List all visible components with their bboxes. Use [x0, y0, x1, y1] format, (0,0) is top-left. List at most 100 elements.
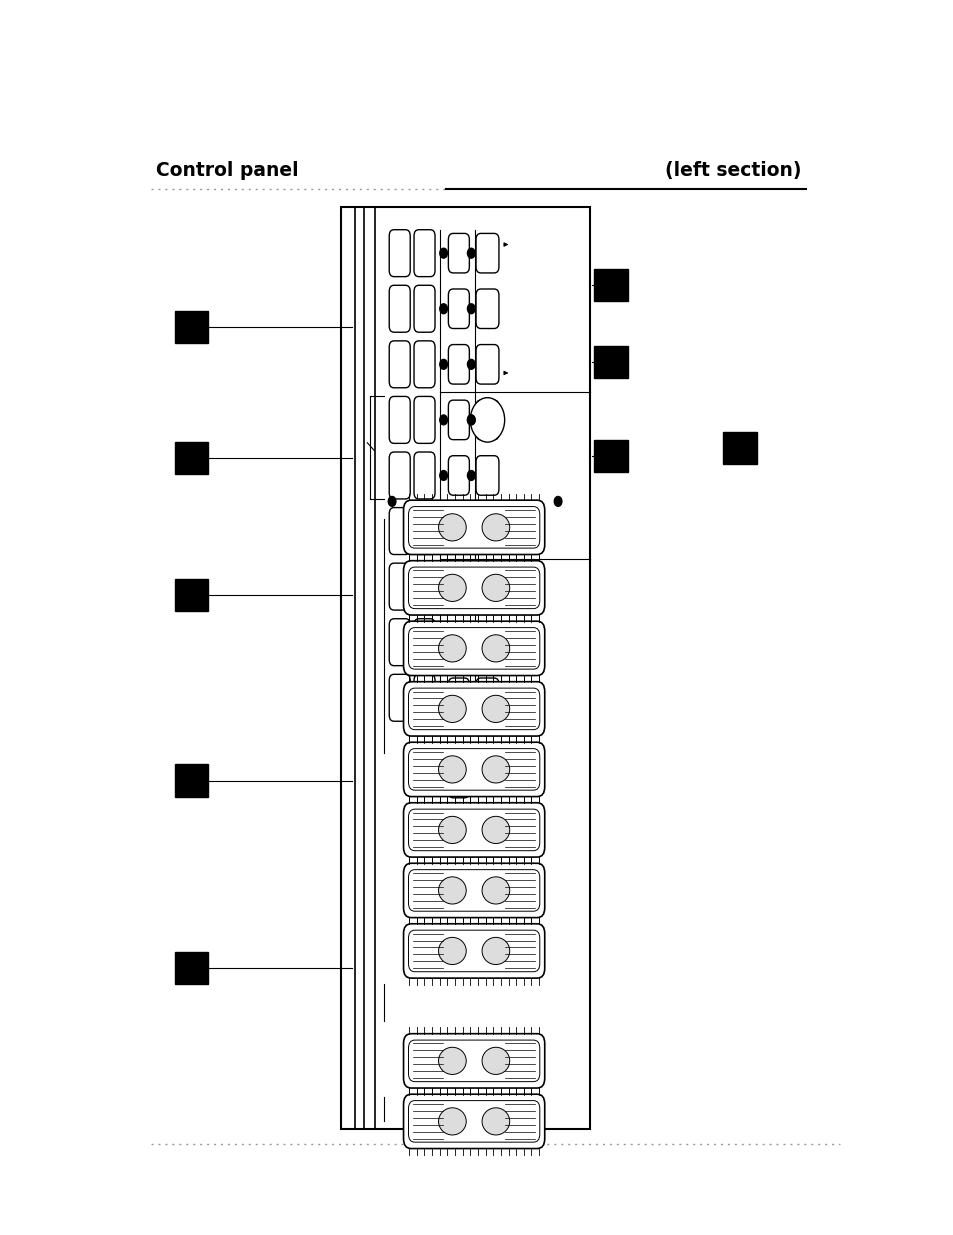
FancyBboxPatch shape — [414, 285, 435, 332]
Circle shape — [467, 304, 475, 314]
Circle shape — [439, 248, 447, 258]
FancyBboxPatch shape — [389, 508, 410, 555]
FancyBboxPatch shape — [403, 924, 544, 978]
Circle shape — [439, 471, 447, 480]
FancyBboxPatch shape — [448, 400, 469, 440]
FancyBboxPatch shape — [403, 621, 544, 676]
Ellipse shape — [438, 1047, 466, 1074]
FancyBboxPatch shape — [476, 345, 498, 384]
Ellipse shape — [481, 1047, 509, 1074]
FancyBboxPatch shape — [476, 567, 498, 606]
FancyBboxPatch shape — [408, 930, 539, 972]
FancyBboxPatch shape — [476, 456, 498, 495]
FancyBboxPatch shape — [448, 622, 469, 662]
FancyBboxPatch shape — [414, 508, 435, 555]
FancyBboxPatch shape — [403, 500, 544, 555]
FancyBboxPatch shape — [448, 233, 469, 273]
Bar — [340, 207, 589, 1129]
Ellipse shape — [438, 1108, 466, 1135]
Bar — [174, 442, 208, 474]
Circle shape — [439, 582, 447, 592]
Bar — [174, 311, 208, 343]
Circle shape — [439, 693, 447, 703]
FancyBboxPatch shape — [476, 678, 498, 718]
FancyBboxPatch shape — [403, 1094, 544, 1149]
Bar — [174, 952, 208, 984]
FancyBboxPatch shape — [448, 758, 469, 798]
Circle shape — [467, 582, 475, 592]
FancyBboxPatch shape — [408, 748, 539, 790]
FancyBboxPatch shape — [408, 1100, 539, 1142]
FancyBboxPatch shape — [408, 1040, 539, 1082]
Circle shape — [554, 496, 561, 506]
Ellipse shape — [481, 1108, 509, 1135]
Ellipse shape — [438, 877, 466, 904]
Circle shape — [467, 415, 475, 425]
FancyBboxPatch shape — [408, 809, 539, 851]
FancyBboxPatch shape — [414, 619, 435, 666]
FancyBboxPatch shape — [403, 682, 544, 736]
Ellipse shape — [438, 816, 466, 844]
Bar — [174, 579, 208, 611]
Circle shape — [470, 398, 504, 442]
FancyBboxPatch shape — [476, 511, 498, 551]
FancyBboxPatch shape — [476, 233, 498, 273]
Ellipse shape — [438, 514, 466, 541]
Ellipse shape — [438, 756, 466, 783]
FancyBboxPatch shape — [408, 627, 539, 669]
Circle shape — [467, 359, 475, 369]
FancyBboxPatch shape — [389, 230, 410, 277]
FancyBboxPatch shape — [476, 622, 498, 662]
FancyBboxPatch shape — [389, 285, 410, 332]
FancyBboxPatch shape — [389, 619, 410, 666]
FancyBboxPatch shape — [403, 561, 544, 615]
Bar — [594, 346, 627, 378]
FancyBboxPatch shape — [408, 567, 539, 609]
Circle shape — [439, 415, 447, 425]
Circle shape — [467, 637, 475, 647]
Ellipse shape — [481, 937, 509, 965]
FancyBboxPatch shape — [414, 230, 435, 277]
Bar — [594, 269, 627, 301]
FancyBboxPatch shape — [448, 567, 469, 606]
Ellipse shape — [438, 635, 466, 662]
Circle shape — [439, 526, 447, 536]
FancyBboxPatch shape — [414, 674, 435, 721]
Circle shape — [439, 773, 447, 783]
Ellipse shape — [481, 635, 509, 662]
Circle shape — [439, 304, 447, 314]
FancyBboxPatch shape — [448, 456, 469, 495]
Ellipse shape — [438, 695, 466, 722]
FancyBboxPatch shape — [389, 674, 410, 721]
Circle shape — [467, 471, 475, 480]
FancyBboxPatch shape — [408, 869, 539, 911]
Circle shape — [439, 359, 447, 369]
FancyBboxPatch shape — [414, 563, 435, 610]
FancyBboxPatch shape — [476, 400, 498, 440]
Ellipse shape — [481, 816, 509, 844]
FancyBboxPatch shape — [408, 506, 539, 548]
Circle shape — [388, 496, 395, 506]
FancyBboxPatch shape — [414, 452, 435, 499]
Bar — [174, 764, 208, 797]
FancyBboxPatch shape — [448, 678, 469, 718]
FancyBboxPatch shape — [448, 511, 469, 551]
Circle shape — [467, 693, 475, 703]
FancyBboxPatch shape — [414, 396, 435, 443]
FancyBboxPatch shape — [389, 341, 410, 388]
Bar — [594, 440, 627, 472]
Ellipse shape — [481, 695, 509, 722]
FancyBboxPatch shape — [403, 863, 544, 918]
Text: Control panel: Control panel — [156, 162, 299, 180]
Ellipse shape — [481, 574, 509, 601]
Circle shape — [467, 526, 475, 536]
Ellipse shape — [438, 574, 466, 601]
FancyBboxPatch shape — [389, 452, 410, 499]
FancyBboxPatch shape — [389, 396, 410, 443]
FancyBboxPatch shape — [408, 688, 539, 730]
FancyBboxPatch shape — [448, 289, 469, 329]
Bar — [722, 432, 756, 464]
Circle shape — [439, 637, 447, 647]
FancyBboxPatch shape — [403, 803, 544, 857]
FancyBboxPatch shape — [414, 341, 435, 388]
